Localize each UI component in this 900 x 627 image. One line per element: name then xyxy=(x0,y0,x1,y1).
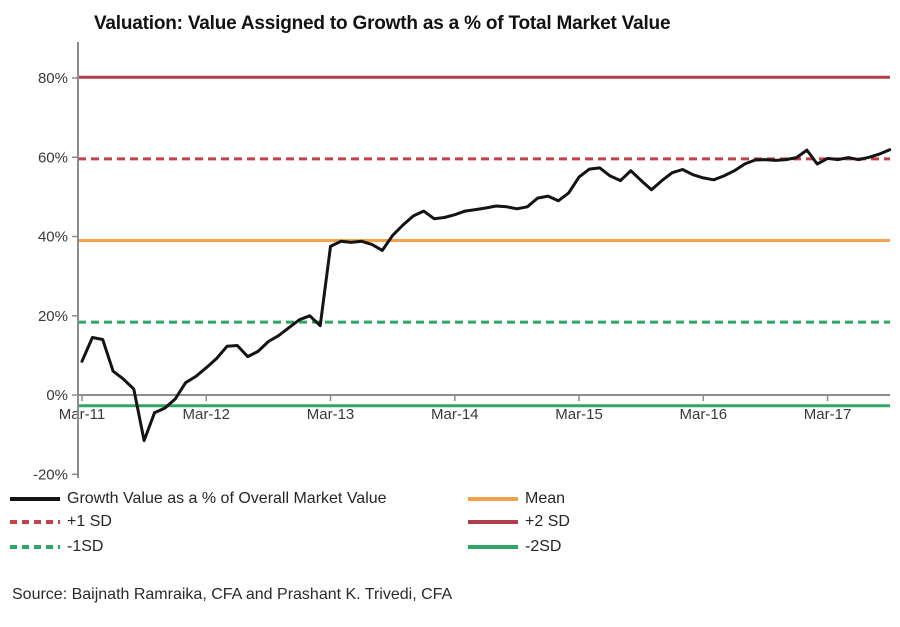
green-dashed-swatch-icon xyxy=(10,545,60,549)
legend-label: Mean xyxy=(525,490,566,507)
orange-line-swatch-icon xyxy=(468,497,518,501)
y-tick-label: 40% xyxy=(38,229,68,246)
green-line-swatch-icon xyxy=(468,545,518,549)
y-tick-label: 20% xyxy=(38,308,68,325)
growth-value-line xyxy=(80,148,892,443)
y-tick-label: 60% xyxy=(38,149,68,166)
legend-label: Growth Value as a % of Overall Market Va… xyxy=(67,490,387,507)
x-tick-label: Mar-14 xyxy=(431,406,479,423)
legend-item-minus1sd: -1SD xyxy=(10,538,103,556)
x-tick-label: Mar-15 xyxy=(555,406,603,423)
legend-label: -1SD xyxy=(67,538,104,555)
x-tick-label: Mar-12 xyxy=(183,406,231,423)
x-tick-label: Mar-13 xyxy=(307,406,355,423)
chart-title: Valuation: Value Assigned to Growth as a… xyxy=(94,13,671,34)
y-tick-label: 0% xyxy=(46,387,68,404)
legend-item-mean: Mean xyxy=(468,490,565,508)
darkred-line-swatch-icon xyxy=(468,520,518,524)
red-dashed-swatch-icon xyxy=(10,520,60,524)
x-tick-label: Mar-16 xyxy=(680,406,728,423)
x-tick-label: Mar-11 xyxy=(59,406,105,423)
legend-label: +2 SD xyxy=(525,513,570,530)
y-tick-label: -20% xyxy=(33,466,68,483)
legend-item-plus2sd: +2 SD xyxy=(468,513,570,531)
chart-plot: Mar-11 Mar-12 Mar-13 Mar-14 Mar-15 Mar-16 Mar-… xyxy=(33,42,892,483)
y-tick-label: 80% xyxy=(38,70,68,87)
source-attribution: Source: Baijnath Ramraika, CFA and Prash… xyxy=(12,586,453,603)
legend-item-plus1sd: +1 SD xyxy=(10,513,112,531)
legend-item-minus2sd: -2SD xyxy=(468,538,561,556)
legend-item-growth-value: Growth Value as a % of Overall Market Va… xyxy=(10,490,387,508)
legend-label: +1 SD xyxy=(67,513,112,530)
black-line-swatch-icon xyxy=(10,497,60,501)
x-tick-label: Mar-17 xyxy=(804,406,852,423)
legend-label: -2SD xyxy=(525,538,562,555)
